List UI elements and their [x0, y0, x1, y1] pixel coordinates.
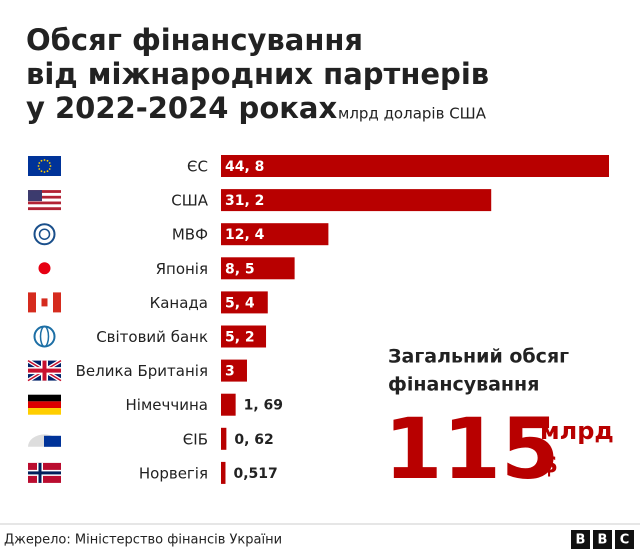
flag-part: [38, 168, 41, 170]
bar: [221, 189, 492, 212]
flag-part: [28, 156, 61, 176]
flag-part: [53, 292, 61, 313]
bar: [221, 155, 609, 177]
flag-part: [41, 298, 48, 307]
category-label: Велика Британія: [76, 362, 208, 380]
flag-part: [40, 159, 43, 162]
bar: [221, 223, 329, 246]
flag-part: [28, 292, 36, 313]
flag-part: [28, 471, 61, 475]
flag: [33, 325, 56, 348]
flag-part: [28, 408, 61, 415]
flag-part: [28, 207, 61, 211]
value-label: 1, 69: [244, 398, 283, 414]
flag-part: [28, 192, 61, 196]
flag-part: [49, 165, 52, 167]
value-label: 5, 2: [225, 330, 255, 346]
category-label: Німеччина: [126, 396, 208, 414]
total-label: Загальний обсяг: [388, 346, 569, 368]
bar: [221, 257, 295, 280]
chart-subtitle: млрд доларів США: [338, 105, 487, 123]
bar: [221, 427, 227, 450]
flag: [33, 223, 56, 246]
total-label: фінансування: [388, 374, 539, 396]
flag-part: [28, 198, 61, 202]
flag-part: [38, 262, 51, 275]
value-label: 0, 62: [234, 432, 273, 448]
flag: [28, 190, 61, 211]
flag-part: [28, 201, 61, 205]
flag: [26, 358, 63, 383]
flag-part: [33, 325, 56, 348]
flag: [28, 434, 61, 447]
flag: [28, 156, 61, 176]
flag-part: [46, 170, 49, 173]
chart-title: від міжнародних партнерів: [26, 57, 489, 91]
category-label: Канада: [150, 294, 208, 312]
value-label: 31, 2: [225, 193, 264, 209]
flag-part: [28, 204, 61, 208]
value-label: 8, 5: [225, 261, 255, 277]
flag-part: [40, 170, 43, 173]
flag: [28, 394, 61, 415]
bar: [221, 393, 236, 416]
flag-part: [28, 190, 61, 193]
flag: [28, 258, 61, 279]
flag-part: [33, 223, 56, 246]
bar: [221, 291, 268, 314]
category-label: Світовий банк: [96, 328, 208, 346]
flag-part: [46, 159, 49, 162]
logo-box: [615, 530, 634, 549]
flag-part: [28, 190, 42, 202]
total-value: 115: [384, 400, 559, 498]
category-label: Норвегія: [139, 464, 208, 482]
category-label: МВФ: [172, 226, 208, 244]
flag-part: [28, 394, 61, 402]
logo: B B C: [571, 530, 634, 549]
flag-part: [44, 435, 61, 447]
flag-part: [28, 401, 61, 409]
chart-title: Обсяг фінансування: [26, 23, 363, 57]
flag-part: [37, 165, 40, 167]
logo-letter: C: [620, 533, 630, 548]
category-label: ЄС: [187, 158, 208, 176]
flag-part: [42, 360, 47, 381]
flag-part: [28, 195, 61, 199]
category-label: ЄІБ: [183, 430, 208, 448]
logo-letter: B: [598, 533, 608, 548]
category-label: США: [171, 192, 209, 210]
flag: [28, 462, 61, 483]
logo-letter: B: [576, 533, 586, 548]
flag-part: [38, 228, 51, 240]
value-label: 44, 8: [225, 159, 264, 175]
value-label: 5, 4: [225, 295, 255, 311]
total-unit: $: [540, 450, 558, 480]
flag-part: [48, 168, 51, 170]
value-label: 0,517: [233, 466, 277, 482]
bar: [221, 461, 226, 484]
flag: [28, 292, 61, 313]
bar: [221, 325, 267, 348]
flag-part: [48, 162, 51, 164]
flag-part: [39, 325, 50, 348]
logo-box: [571, 530, 590, 549]
category-label: Японія: [156, 260, 208, 278]
logo-box: [593, 530, 612, 549]
value-label: 12, 4: [225, 227, 265, 243]
flag-part: [43, 171, 46, 173]
chart-title: у 2022-2024 роках: [26, 91, 337, 125]
value-label: 3: [225, 364, 235, 380]
bar: [221, 359, 247, 382]
flag-part: [38, 162, 41, 164]
flag-part: [43, 159, 46, 161]
total-unit: млрд: [540, 417, 614, 445]
source: Джерело: Міністерство фінансів України: [4, 533, 282, 548]
